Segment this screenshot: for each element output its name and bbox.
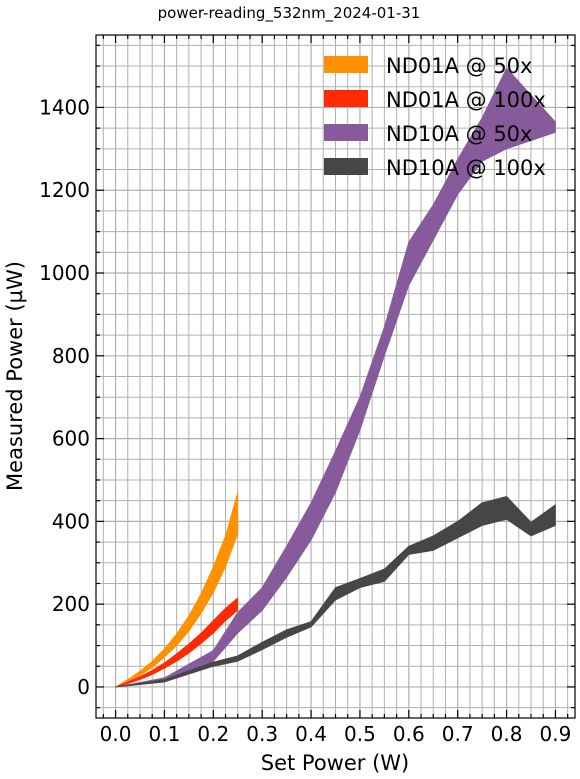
legend-label-3: ND10A @ 50x	[386, 122, 532, 146]
legend-label-2: ND01A @ 100x	[386, 88, 546, 112]
x-tick-label: 0.8	[491, 722, 523, 746]
x-tick-label: 0.9	[540, 722, 572, 746]
series-band-4	[115, 496, 556, 688]
series-band-2	[115, 597, 239, 688]
y-tick-label: 400	[52, 509, 90, 533]
legend-swatch-1	[324, 56, 368, 73]
x-axis-label: Set Power (W)	[261, 751, 409, 775]
series-layer	[115, 67, 556, 688]
y-tick-label: 200	[52, 592, 90, 616]
legend-label-4: ND10A @ 100x	[386, 156, 546, 180]
x-tick-label: 0.5	[344, 722, 376, 746]
x-tick-label: 0.4	[295, 722, 327, 746]
x-tick-label: 0.2	[197, 722, 229, 746]
legend-label-1: ND01A @ 50x	[386, 54, 532, 78]
y-tick-label: 1200	[39, 178, 90, 202]
legend-swatch-2	[324, 90, 368, 107]
ticks: 0.0 0.1 0.2 0.3 0.4 0.5 0.6 0.7 0.8 0.9 0 200 400 600…	[39, 35, 575, 746]
y-axis-label: Measured Power (µW)	[3, 261, 27, 491]
x-tick-label: 0.6	[393, 722, 425, 746]
x-tick-label: 0.0	[100, 722, 132, 746]
x-tick-label: 0.1	[149, 722, 181, 746]
x-tick-label: 0.3	[246, 722, 278, 746]
y-tick-label: 800	[52, 344, 90, 368]
y-tick-label: 1400	[39, 95, 90, 119]
y-tick-label: 0	[77, 675, 90, 699]
y-tick-label: 1000	[39, 261, 90, 285]
y-tick-label: 600	[52, 427, 90, 451]
legend: ND01A @ 50x ND01A @ 100x ND10A @ 50x ND10A …	[324, 54, 546, 180]
series-band-1	[115, 492, 239, 688]
legend-swatch-4	[324, 158, 368, 175]
chart-title: power-reading_532nm_2024-01-31	[158, 4, 421, 23]
legend-swatch-3	[324, 124, 368, 141]
x-tick-label: 0.7	[442, 722, 474, 746]
series-band-3	[115, 67, 556, 688]
